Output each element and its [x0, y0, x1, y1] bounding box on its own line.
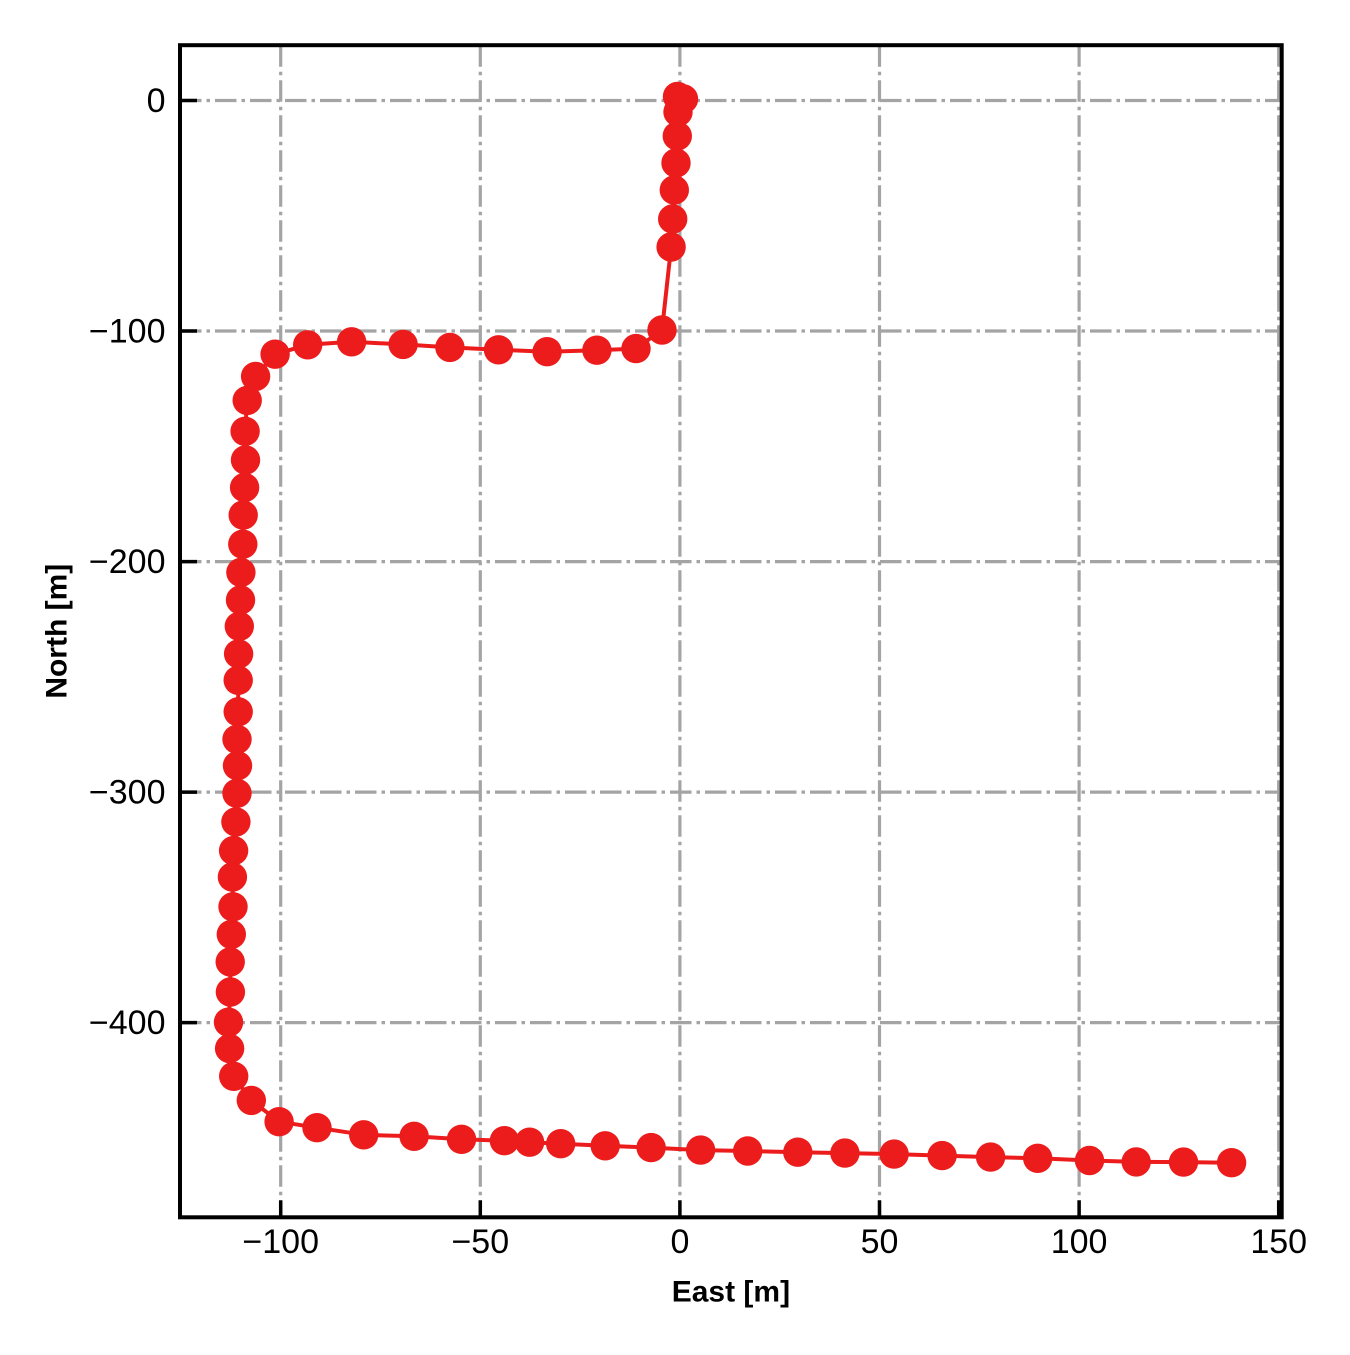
svg-text:East [m]: East [m]	[672, 1275, 790, 1308]
svg-text:150: 150	[1250, 1223, 1307, 1261]
svg-text:−200: −200	[89, 543, 166, 581]
svg-text:−50: −50	[451, 1223, 509, 1261]
svg-text:100: 100	[1051, 1223, 1108, 1261]
svg-text:−100: −100	[242, 1223, 319, 1261]
svg-text:−300: −300	[89, 774, 166, 812]
svg-text:−100: −100	[89, 313, 166, 351]
svg-text:North [m]: North [m]	[40, 564, 73, 699]
svg-text:50: 50	[861, 1223, 899, 1261]
svg-text:0: 0	[670, 1223, 689, 1261]
svg-text:0: 0	[147, 82, 166, 120]
svg-text:−400: −400	[89, 1004, 166, 1042]
